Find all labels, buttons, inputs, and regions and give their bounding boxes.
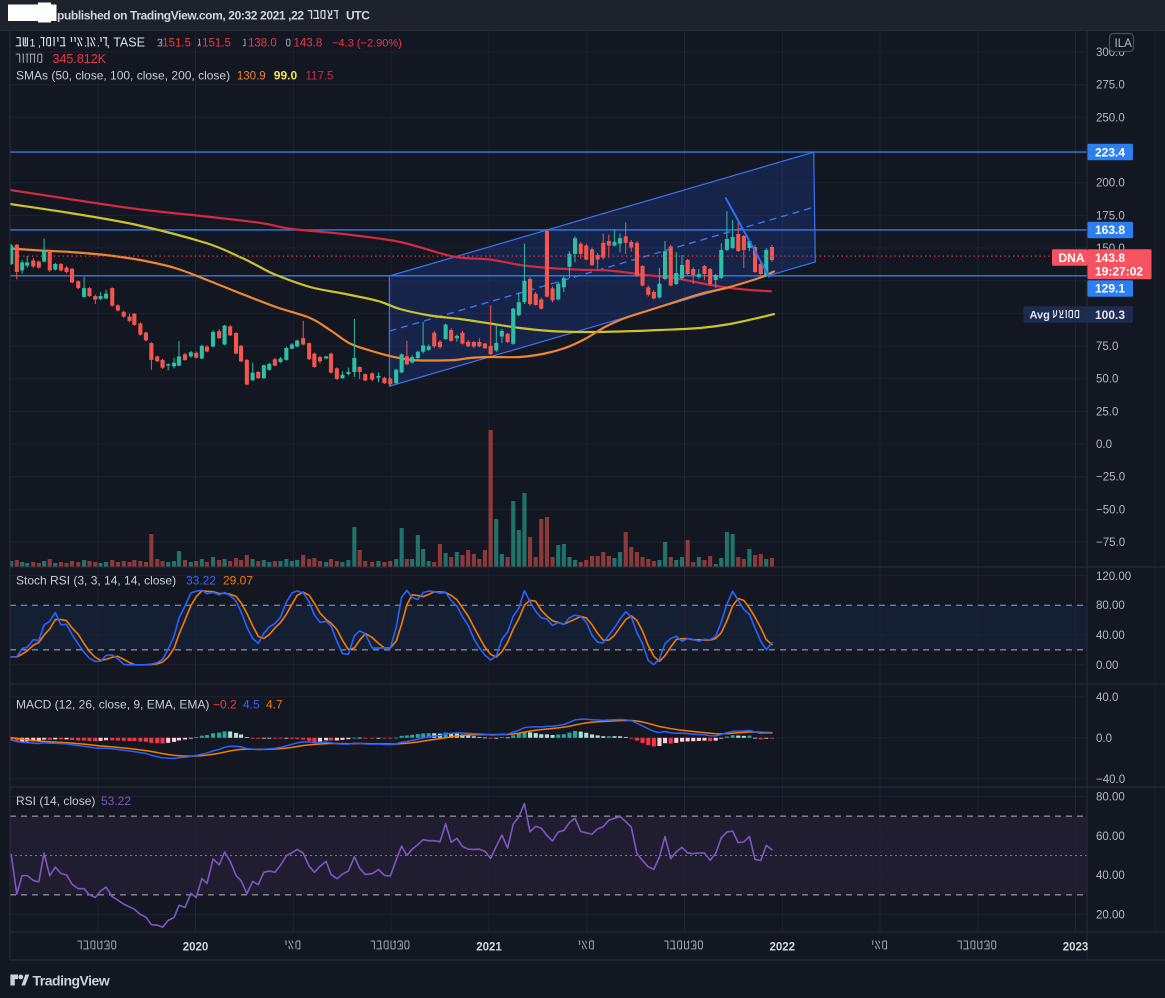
svg-text:−25.0: −25.0 <box>1096 472 1125 484</box>
svg-text:138.0: 138.0 <box>248 38 277 50</box>
svg-text:100.3: 100.3 <box>1095 308 1125 322</box>
svg-text:Stoch RSI (3, 3, 14, 14, close: Stoch RSI (3, 3, 14, 14, close) <box>16 574 176 588</box>
svg-text:0.0: 0.0 <box>1096 733 1112 745</box>
svg-text:−40.0: −40.0 <box>1096 774 1125 786</box>
svg-text:0.0: 0.0 <box>1096 439 1112 451</box>
svg-text:250.0: 250.0 <box>1096 112 1125 124</box>
svg-text:−75.0: −75.0 <box>1096 537 1125 549</box>
svg-text:53.22: 53.22 <box>101 794 131 808</box>
svg-text:29.07: 29.07 <box>223 574 253 588</box>
svg-text:200.0: 200.0 <box>1096 178 1125 190</box>
svg-text:TradingView: TradingView <box>33 973 110 989</box>
svg-text:, TASE: , TASE <box>107 36 145 50</box>
svg-text:129.1: 129.1 <box>1095 282 1125 296</box>
svg-text:4.5: 4.5 <box>243 698 260 712</box>
svg-text:0.00: 0.00 <box>1096 660 1118 672</box>
svg-text:UTC: UTC <box>346 9 370 23</box>
svg-text:20.00: 20.00 <box>1096 910 1125 922</box>
svg-text:345.812K: 345.812K <box>53 52 107 66</box>
svg-text:151.5: 151.5 <box>202 38 231 50</box>
svg-text:130.9: 130.9 <box>237 71 266 83</box>
svg-text:2023: 2023 <box>1063 942 1089 954</box>
svg-text:143.8: 143.8 <box>294 38 323 50</box>
svg-text:50.0: 50.0 <box>1096 374 1118 386</box>
svg-text:MACD (12, 26, close, 9, EMA, E: MACD (12, 26, close, 9, EMA, EMA) <box>16 698 209 712</box>
svg-text:25.0: 25.0 <box>1096 406 1118 418</box>
svg-text:−4.3 (−2.90%): −4.3 (−2.90%) <box>332 38 402 50</box>
svg-text:DNA: DNA <box>1059 251 1085 265</box>
svg-text:223.4: 223.4 <box>1095 145 1125 159</box>
svg-text:2020: 2020 <box>183 942 209 954</box>
svg-text:.: . <box>84 38 87 50</box>
svg-text:33.22: 33.22 <box>186 574 216 588</box>
svg-text:−0.2: −0.2 <box>213 698 237 712</box>
svg-text:117.5: 117.5 <box>306 71 334 83</box>
svg-text:40.0: 40.0 <box>1096 692 1118 704</box>
svg-text:4.7: 4.7 <box>266 698 283 712</box>
svg-text:published on TradingView.com,: published on TradingView.com, 20:32 2021… <box>57 9 304 23</box>
svg-text:1: 1 <box>29 38 35 50</box>
svg-text:SMAs (50, close, 100, close, 2: SMAs (50, close, 100, close, 200, close) <box>16 69 230 83</box>
svg-text:Avg: Avg <box>1030 310 1050 322</box>
svg-text:175.0: 175.0 <box>1096 210 1125 222</box>
svg-text:2021: 2021 <box>476 942 502 954</box>
svg-text:RSI (14, close): RSI (14, close) <box>16 794 95 808</box>
svg-text:80.00: 80.00 <box>1096 791 1125 803</box>
svg-text:,: , <box>38 38 41 50</box>
svg-text:143.8: 143.8 <box>1095 251 1125 265</box>
svg-text:80.00: 80.00 <box>1096 600 1125 612</box>
svg-text:120.00: 120.00 <box>1096 571 1131 583</box>
svg-text:275.0: 275.0 <box>1096 80 1125 92</box>
svg-text:60.00: 60.00 <box>1096 831 1125 843</box>
svg-text:75.0: 75.0 <box>1096 341 1118 353</box>
svg-text:40.00: 40.00 <box>1096 870 1125 882</box>
svg-text:19:27:02: 19:27:02 <box>1095 264 1143 278</box>
svg-text:ILA: ILA <box>1115 38 1133 50</box>
svg-text:2022: 2022 <box>770 942 796 954</box>
svg-text:40.00: 40.00 <box>1096 630 1125 642</box>
svg-text:−50.0: −50.0 <box>1096 504 1125 516</box>
svg-text:163.8: 163.8 <box>1095 223 1125 237</box>
svg-text:99.0: 99.0 <box>274 69 298 83</box>
svg-text:151.5: 151.5 <box>162 38 191 50</box>
svg-text:.: . <box>97 38 100 50</box>
